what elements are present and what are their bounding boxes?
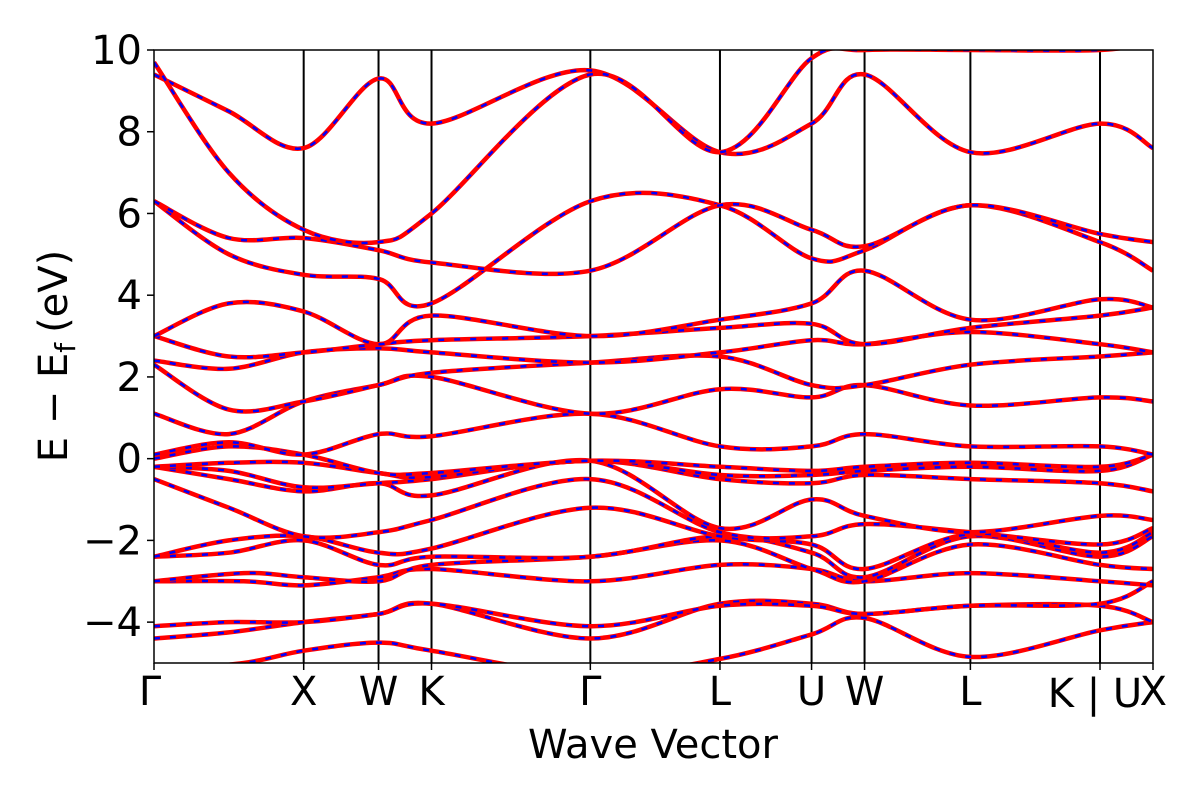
y-axis-label-unit: (eV)	[31, 250, 77, 333]
x-tick-label: K	[418, 669, 446, 715]
band-line-dashed	[154, 477, 1153, 546]
x-tick-label: X	[290, 669, 317, 715]
band-line-dashed	[154, 69, 1153, 156]
band-line-dashed	[154, 351, 1153, 413]
x-tick-label: U	[797, 669, 826, 715]
band-line-solid	[154, 268, 1153, 347]
y-tick-label: 2	[117, 355, 142, 401]
band-line-dashed	[154, 200, 1153, 276]
y-axis-ticks: −4 −2 0 2 4 6 8 10	[83, 28, 154, 646]
y-axis-label-subscript: f	[49, 342, 82, 353]
band-line-solid	[154, 457, 1153, 535]
y-tick-label: −2	[83, 518, 142, 564]
band-line-dashed	[154, 599, 1153, 640]
y-axis-label-main: E − E	[31, 353, 77, 463]
y-tick-label: 6	[117, 191, 142, 237]
band-line-dashed	[154, 445, 1153, 477]
x-tick-label: X	[1140, 669, 1167, 715]
band-lines	[154, 50, 1153, 663]
y-tick-label: 8	[117, 110, 142, 156]
y-tick-label: 10	[91, 28, 142, 74]
band-line-dashed	[154, 563, 1153, 587]
x-tick-label: Γ	[579, 669, 602, 715]
x-tick-label: L	[959, 669, 982, 715]
band-line-dashed	[154, 580, 1153, 628]
plot-frame	[153, 49, 1154, 664]
y-axis-label: E − Ef (eV)	[31, 250, 82, 463]
y-tick-label: −4	[83, 600, 142, 646]
x-tick-label: W	[845, 669, 885, 715]
band-line-dashed	[154, 306, 1153, 359]
x-axis-label: Wave Vector	[528, 722, 779, 768]
band-line-solid	[223, 615, 1153, 663]
y-tick-label: 4	[117, 273, 142, 319]
x-tick-label: K | U	[1048, 671, 1142, 717]
band-line-dashed	[154, 412, 1153, 456]
x-tick-label: W	[359, 669, 399, 715]
band-line-solid	[154, 50, 1124, 246]
x-tick-label: Γ	[139, 669, 162, 715]
band-line-dashed	[154, 330, 1153, 371]
y-tick-label: 0	[117, 437, 142, 483]
x-tick-label: L	[709, 669, 732, 715]
band-line-dashed	[154, 453, 1153, 479]
